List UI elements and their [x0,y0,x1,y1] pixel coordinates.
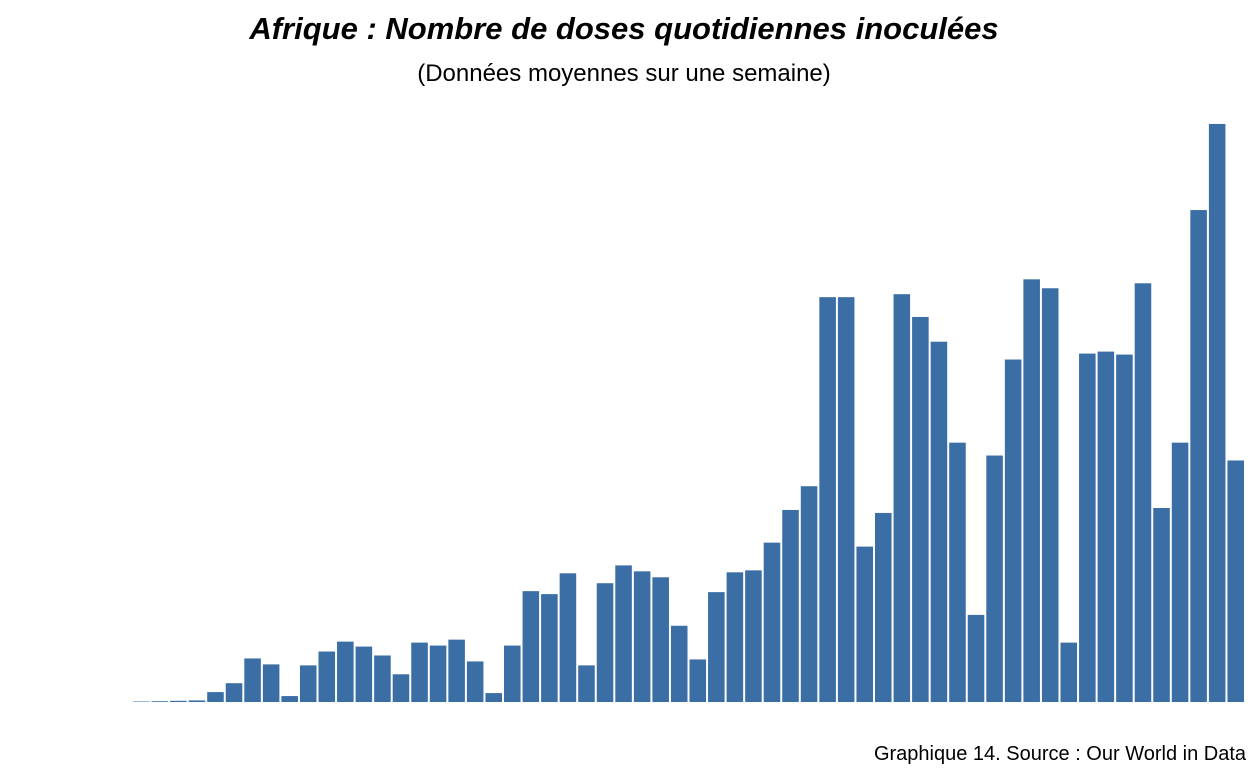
bar [262,664,280,702]
bar [1227,460,1244,702]
bar [1171,442,1189,702]
bar [726,572,744,702]
bar [1097,351,1115,702]
bar [429,645,447,702]
bar [1134,283,1152,702]
bar [1060,642,1078,702]
bar [299,665,317,702]
bar [281,696,298,702]
bar [1023,279,1040,702]
bar [1041,288,1059,702]
bar [225,683,243,702]
bar [986,455,1003,702]
bar [708,592,725,702]
bar-group [133,123,1244,703]
bar [615,565,632,702]
bar [893,294,911,702]
bar [763,542,781,702]
bar [392,674,410,702]
bar [170,700,187,702]
bar [670,625,688,702]
bar [504,645,521,702]
bar [411,642,428,702]
bar [559,573,577,702]
bar [1116,354,1133,702]
bar [337,641,354,702]
bar [466,661,484,702]
bar [633,571,651,702]
bar [819,297,836,702]
bar [1208,123,1226,702]
bar [930,341,948,702]
chart-subtitle: (Données moyennes sur une semaine) [417,60,831,87]
chart-caption: Graphique 14. Source : Our World in Data [873,743,1246,765]
bar [485,693,502,702]
bar [856,546,873,702]
bar [745,570,762,702]
chart-title: Afrique : Nombre de doses quotidiennes i… [249,11,999,46]
bar [522,591,540,702]
bar [578,665,595,702]
bar [1153,507,1170,702]
bar [541,594,558,702]
bar [967,614,985,702]
bar [652,577,669,702]
bar [1190,210,1207,703]
bar [1004,359,1022,702]
bar [151,701,169,702]
bar [188,700,206,702]
bar [318,651,336,702]
bar [837,297,855,702]
bar [1079,353,1096,702]
bar [800,486,818,702]
bar [355,646,373,702]
bar [374,655,391,702]
bar [448,639,465,702]
bar [207,692,224,702]
bar [782,509,799,702]
bar [875,512,892,702]
bar [596,583,614,702]
bar [949,442,966,702]
bar [689,659,707,702]
bar [912,316,929,702]
bar [244,658,261,702]
